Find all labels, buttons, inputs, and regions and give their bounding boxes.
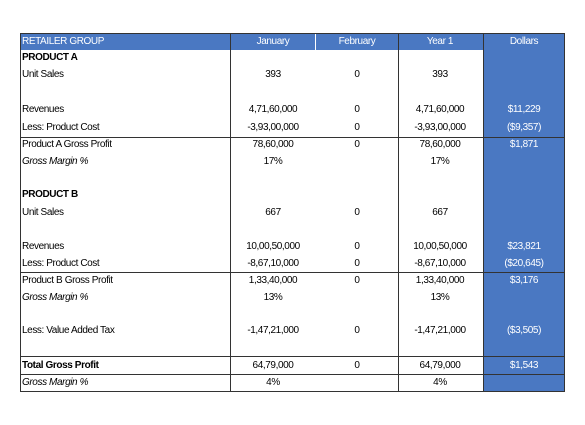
january-value: 667 — [265, 207, 281, 218]
dollars-value: $23,821 — [507, 241, 541, 252]
dollars-value: $1,871 — [509, 139, 539, 150]
column-line — [483, 33, 484, 392]
year-value: 13% — [430, 292, 450, 303]
january-value: 393 — [265, 69, 281, 80]
row-label: Product A Gross Profit — [22, 139, 112, 150]
row-label: Gross Margin % — [22, 292, 89, 303]
dollars-value: $11,229 — [507, 104, 541, 115]
dollars-value: ($9,357) — [506, 122, 542, 133]
dollars-value: $1,543 — [509, 360, 539, 371]
year-value: -3,93,00,000 — [414, 122, 466, 133]
february-value: 0 — [354, 275, 360, 286]
year-value: 4,71,60,000 — [415, 104, 465, 115]
january-value: 4% — [266, 377, 280, 388]
row-label: Revenues — [22, 104, 64, 115]
row-label: PRODUCT A — [22, 52, 78, 63]
dollars-column — [483, 33, 565, 392]
year-value: 1,33,40,000 — [415, 275, 465, 286]
year-value: 393 — [432, 69, 448, 80]
february-value: 0 — [354, 139, 360, 150]
january-value: 1,33,40,000 — [248, 275, 298, 286]
header-cell: Dollars — [509, 36, 539, 47]
header-cell: January — [256, 36, 290, 47]
january-value: 13% — [263, 292, 283, 303]
dollars-value: ($3,505) — [506, 325, 542, 336]
row-label: Less: Product Cost — [22, 258, 100, 269]
row-label: Revenues — [22, 241, 64, 252]
row-label: Gross Margin % — [22, 377, 89, 388]
dollars-value: $3,176 — [509, 275, 539, 286]
row-label: Unit Sales — [22, 69, 64, 80]
february-value: 0 — [354, 122, 360, 133]
year-value: 4% — [433, 377, 447, 388]
row-label: PRODUCT B — [22, 189, 78, 200]
year-value: -8,67,10,000 — [414, 258, 466, 269]
january-value: -3,93,00,000 — [247, 122, 299, 133]
february-value: 0 — [354, 325, 360, 336]
year-value: -1,47,21,000 — [414, 325, 466, 336]
header-band — [20, 33, 565, 50]
year-value: 78,60,000 — [419, 139, 461, 150]
column-line — [398, 33, 399, 392]
column-line — [230, 33, 231, 392]
january-value: -8,67,10,000 — [247, 258, 299, 269]
row-label: Less: Value Added Tax — [22, 325, 115, 336]
year-value: 667 — [432, 207, 448, 218]
january-value: 78,60,000 — [252, 139, 294, 150]
january-value: -1,47,21,000 — [247, 325, 299, 336]
table-frame — [20, 33, 565, 392]
january-value: 4,71,60,000 — [248, 104, 298, 115]
row-label: Total Gross Profit — [22, 360, 99, 371]
row-line — [20, 137, 565, 138]
february-value: 0 — [354, 258, 360, 269]
year-value: 10,00,50,000 — [413, 241, 467, 252]
year-value: 17% — [430, 156, 450, 167]
header-divider — [315, 33, 316, 50]
february-value: 0 — [354, 360, 360, 371]
year-value: 64,79,000 — [419, 360, 461, 371]
february-value: 0 — [354, 207, 360, 218]
header-cell: RETAILER GROUP — [22, 36, 105, 47]
january-value: 10,00,50,000 — [246, 241, 300, 252]
row-line — [20, 356, 565, 357]
header-cell: Year 1 — [426, 36, 454, 47]
row-label: Product B Gross Profit — [22, 275, 113, 286]
february-value: 0 — [354, 69, 360, 80]
row-line — [20, 374, 565, 375]
january-value: 64,79,000 — [252, 360, 294, 371]
row-label: Gross Margin % — [22, 156, 89, 167]
dollars-value: ($20,645) — [504, 258, 544, 269]
february-value: 0 — [354, 104, 360, 115]
february-value: 0 — [354, 241, 360, 252]
header-cell: February — [338, 36, 376, 47]
row-line — [20, 272, 565, 273]
row-label: Less: Product Cost — [22, 122, 100, 133]
row-label: Unit Sales — [22, 207, 64, 218]
january-value: 17% — [263, 156, 283, 167]
